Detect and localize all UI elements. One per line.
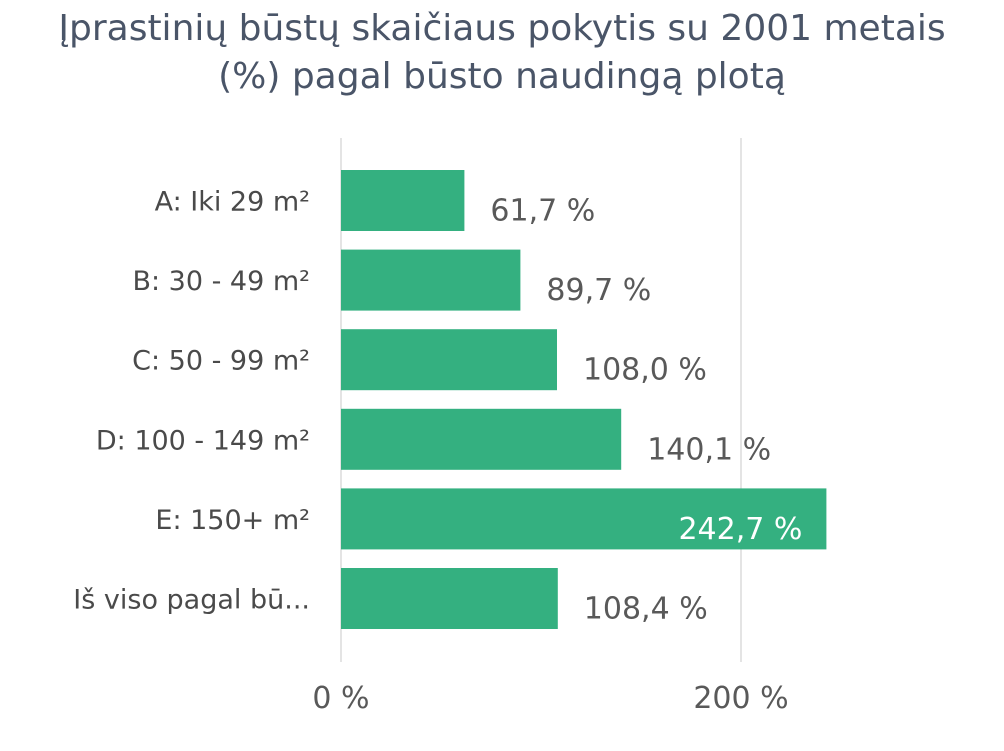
bar-0 (341, 170, 465, 231)
x-tick-label-1: 200 % (693, 681, 788, 716)
value-label-3: 140,1 % (647, 432, 771, 467)
chart-title-line-1: Įprastinių būstų skaičiaus pokytis su 20… (58, 8, 945, 49)
bar-3 (341, 408, 622, 470)
value-label-5: 108,4 % (584, 592, 708, 627)
value-label-2: 108,0 % (583, 353, 707, 388)
category-label-0: A: Iki 29 m² (155, 187, 310, 218)
bars (341, 170, 827, 629)
chart-title: Įprastinių būstų skaičiaus pokytis su 20… (58, 8, 945, 97)
category-label-4: E: 150+ m² (155, 505, 310, 536)
bar-1 (341, 249, 521, 311)
category-label-3: D: 100 - 149 m² (96, 425, 310, 456)
x-tick-label-0: 0 % (312, 681, 369, 716)
value-label-1: 89,7 % (546, 273, 651, 308)
x-axis-tick-labels: 0 % 200 % (312, 681, 788, 716)
value-label-0: 61,7 % (490, 194, 595, 229)
category-labels: A: Iki 29 m² B: 30 - 49 m² C: 50 - 99 m² D:… (73, 187, 310, 616)
category-label-1: B: 30 - 49 m² (132, 266, 310, 297)
bar-4 (341, 488, 827, 550)
chart-title-line-2: (%) pagal būsto naudingą plotą (218, 56, 786, 97)
category-label-2: C: 50 - 99 m² (132, 346, 310, 377)
value-labels: 61,7 % 89,7 % 108,0 % 140,1 % 242,7 % 108,4 % (490, 194, 802, 627)
category-label-5: Iš viso pagal bū... (73, 585, 310, 616)
bar-5 (341, 568, 558, 629)
bar-2 (341, 329, 557, 391)
value-label-4: 242,7 % (678, 512, 802, 547)
